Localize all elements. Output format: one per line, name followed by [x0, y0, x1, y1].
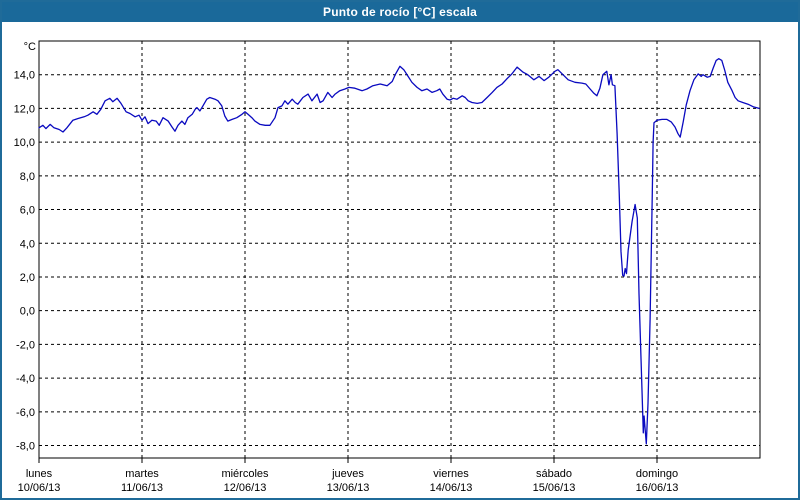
x-date-label: 10/06/13 [18, 482, 61, 494]
dew-point-line-chart: 14,0 12,0 10,0 8,0 6,0 4,0 2,0 0,0 -2,0 -4,0 -6,0 -… [14, 40, 761, 494]
y-tick-label: 14,0 [14, 70, 35, 82]
x-date-label: 13/06/13 [327, 482, 370, 494]
x-day-label: sábado [536, 468, 572, 480]
x-day-label: miércoles [221, 468, 269, 480]
y-tick-label: 8,0 [20, 171, 35, 183]
y-axis-unit-label: °C [24, 41, 36, 53]
chart-title: Punto de rocío [°C] escala [322, 5, 478, 19]
x-date-label: 15/06/13 [533, 482, 576, 494]
x-day-label: martes [125, 468, 159, 480]
x-day-label: lunes [26, 468, 53, 480]
y-tick-label: 2,0 [20, 272, 35, 284]
y-tick-label: 0,0 [20, 306, 35, 318]
x-day-label: domingo [636, 468, 678, 480]
x-day-label: viernes [433, 468, 469, 480]
series-line-punto-de-rocío [38, 58, 760, 445]
x-date-label: 14/06/13 [430, 482, 473, 494]
y-tick-label: -4,0 [16, 373, 35, 385]
x-date-label: 16/06/13 [636, 482, 679, 494]
chart-area: 14,0 12,0 10,0 8,0 6,0 4,0 2,0 0,0 -2,0 -4,0 -6,0 -… [2, 22, 798, 498]
y-tick-label: -8,0 [16, 441, 35, 453]
y-tick-label: -6,0 [16, 407, 35, 419]
plot-border [38, 40, 761, 459]
x-day-label: jueves [331, 468, 364, 480]
y-tick-label: 4,0 [20, 238, 35, 250]
x-date-label: 11/06/13 [121, 482, 163, 494]
y-tick-label: 6,0 [20, 205, 35, 217]
x-date-label: 12/06/13 [224, 482, 267, 494]
y-tick-label: -2,0 [16, 339, 35, 351]
chart-title-bar: Punto de rocío [°C] escala [2, 2, 798, 22]
y-tick-label: 10,0 [14, 137, 35, 149]
y-tick-label: 12,0 [14, 103, 35, 115]
